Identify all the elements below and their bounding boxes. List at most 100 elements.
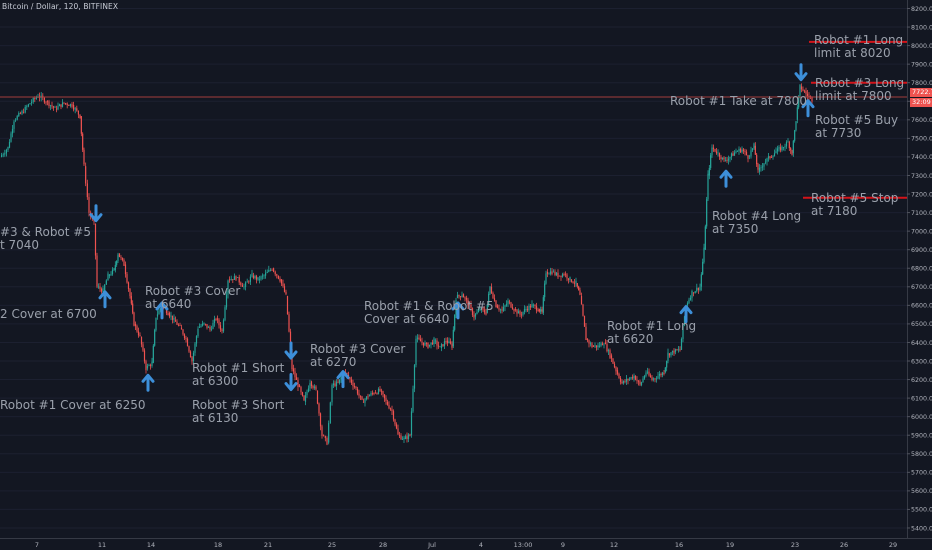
candle-body: [446, 340, 449, 344]
candle-body: [668, 353, 671, 356]
candle-body: [567, 278, 570, 280]
candle-body: [383, 394, 386, 399]
candle-body: [600, 343, 602, 346]
time-tick-label: 11: [98, 541, 106, 549]
candle-body: [88, 197, 90, 213]
candle-body: [790, 148, 792, 151]
candle-body: [424, 343, 426, 346]
candle-body: [569, 277, 571, 280]
candle-body: [108, 274, 111, 276]
candle-body: [377, 389, 380, 394]
candle-body: [55, 108, 58, 110]
candle-body: [364, 399, 366, 403]
candle-body: [468, 303, 471, 305]
candle-body: [761, 166, 764, 168]
candle-body: [694, 291, 696, 294]
price-tick-label: 5700.0: [911, 470, 932, 477]
candle-body: [43, 97, 45, 103]
candle-body: [522, 311, 524, 315]
candle-body: [353, 386, 356, 387]
candle-body: [791, 150, 793, 155]
candle-body: [579, 290, 581, 295]
candle-body: [176, 321, 178, 325]
candle-body: [609, 350, 611, 358]
candle-body: [100, 288, 103, 292]
candle-body: [560, 275, 562, 277]
candle-body: [523, 309, 526, 312]
candle-body: [114, 264, 116, 271]
candle-body: [273, 268, 275, 272]
candle-body: [784, 146, 786, 148]
price-axis[interactable]: 5400.0 5500.0 5600.0 5700.0 5800.0 5900.0 6000…: [907, 0, 932, 538]
candle-body: [304, 395, 307, 402]
candle-body: [182, 329, 184, 335]
candle-body: [661, 372, 664, 376]
time-tick-label: 18: [214, 541, 222, 549]
candle-body: [129, 288, 131, 297]
candle-body: [76, 108, 78, 111]
time-tick-label: 16: [675, 541, 683, 549]
candle-body: [368, 395, 371, 397]
candle-body: [329, 402, 331, 424]
annotation-robot3-robot5-cover: #3 & Robot #5 t 7040: [0, 225, 91, 252]
candle-body: [355, 386, 357, 389]
candle-body: [194, 343, 196, 353]
candle-body: [750, 150, 752, 157]
candle-body: [227, 280, 229, 295]
candle-body: [110, 274, 112, 275]
candle-body: [151, 361, 153, 366]
candle-body: [403, 437, 405, 440]
candle-body: [263, 275, 265, 277]
candle-body: [371, 393, 374, 394]
candle-body: [286, 296, 289, 315]
candle-body: [714, 148, 716, 152]
annotation-robot5-buy-7730: Robot #5 Buy at 7730: [815, 113, 899, 140]
candle-body: [517, 311, 520, 314]
candle-body: [85, 166, 87, 184]
candle-body: [332, 383, 335, 386]
candle-body: [473, 314, 475, 318]
candle-body: [555, 272, 558, 275]
candle-body: [105, 280, 107, 285]
candle-body: [229, 279, 231, 281]
candle-body: [395, 424, 398, 429]
candle-body: [149, 365, 152, 366]
candle-body: [57, 106, 59, 110]
time-tick-label: 26: [840, 541, 848, 549]
candle-body: [213, 318, 216, 323]
candle-body: [573, 282, 576, 284]
candle-body: [1, 155, 3, 157]
candle-body: [430, 342, 432, 345]
candle-body: [735, 151, 737, 153]
annotation-cover-6700: 2 Cover at 6700: [0, 307, 97, 321]
candle-body: [628, 378, 631, 380]
candle-body: [476, 312, 478, 315]
candle-body: [130, 296, 132, 304]
time-tick-label: 14: [147, 541, 155, 549]
candle-body: [334, 383, 336, 387]
candle-body: [622, 380, 625, 384]
candle-body: [136, 326, 138, 332]
candle-body: [511, 307, 514, 310]
candle-body: [589, 343, 592, 345]
candle-body: [505, 304, 508, 306]
candle-body: [374, 392, 377, 394]
candle-body: [188, 346, 190, 352]
candle-body: [80, 116, 82, 134]
candle-body: [192, 352, 195, 362]
candle-body: [168, 312, 171, 317]
candle-body: [117, 254, 119, 261]
candle-body: [388, 404, 390, 409]
candle-body: [197, 328, 199, 337]
candle-body: [640, 382, 643, 386]
annotation-robot1-take-7800: Robot #1 Take at 7800: [670, 94, 807, 108]
candle-body: [406, 436, 408, 439]
time-axis[interactable]: 7 11 14 18 21 25 28 Jul 4 13:00 9 12 16 19 23 26 29: [0, 538, 932, 550]
candle-body: [760, 167, 762, 169]
candle-body: [576, 283, 578, 287]
candle-body: [442, 344, 444, 347]
candle-body: [773, 153, 776, 157]
candle-body: [671, 350, 674, 353]
candle-body: [356, 388, 359, 394]
candle-body: [83, 149, 85, 165]
